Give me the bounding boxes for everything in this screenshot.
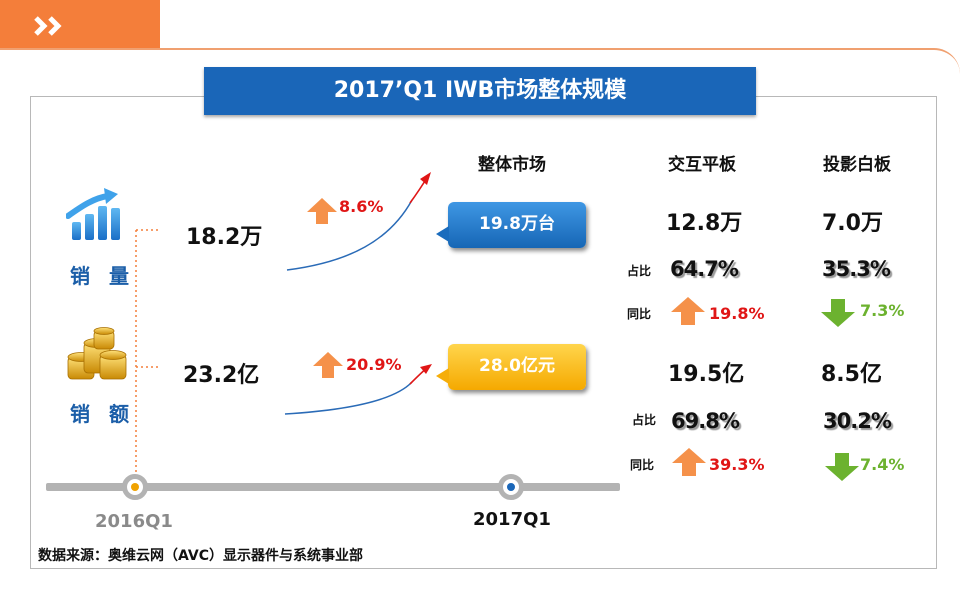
interactive-panel-amount-yoy: 39.3% (709, 455, 765, 474)
timeline-end-label: 2017Q1 (473, 509, 551, 530)
callout-pointer (436, 226, 449, 242)
yoy-label: 同比 (630, 458, 655, 472)
projection-board-amount-share: 30.2% (823, 409, 892, 433)
timeline-node-start (122, 474, 148, 500)
timeline-node-end (498, 474, 524, 500)
overall-amount-callout: 28.0亿元 (436, 344, 586, 390)
projection-board-volume-yoy: 7.3% (860, 301, 905, 320)
gold-coins-icon (67, 327, 127, 380)
up-arrow-icon (313, 352, 343, 378)
down-arrow-icon (825, 453, 859, 481)
sales-amount-growth: 20.9% (346, 355, 402, 374)
page-title: 2017’Q1 IWB市场整体规模 (204, 67, 756, 115)
double-chevron-icon (34, 16, 62, 36)
callout-pointer (436, 368, 449, 384)
overall-volume-callout: 19.8万台 (436, 202, 586, 248)
share-label: 占比 (627, 264, 652, 278)
down-arrow-icon (821, 299, 855, 327)
projection-board-amount: 8.5亿 (821, 362, 882, 387)
interactive-panel-volume-share: 64.7% (670, 257, 739, 281)
up-arrow-icon (671, 297, 705, 325)
up-arrow-icon (307, 198, 337, 224)
header-tab (0, 0, 160, 48)
bar-chart-icon (66, 188, 120, 240)
projection-board-volume: 7.0万 (822, 211, 883, 236)
interactive-panel-volume: 12.8万 (666, 211, 743, 236)
interactive-panel-amount: 19.5亿 (668, 362, 745, 387)
up-arrow-icon (672, 448, 706, 476)
overall-market-heading: 整体市场 (478, 155, 546, 175)
timeline-start-label: 2016Q1 (95, 511, 173, 532)
timeline-bar (46, 483, 620, 491)
yoy-label: 同比 (627, 307, 652, 321)
interactive-panel-heading: 交互平板 (668, 155, 736, 175)
interactive-panel-amount-share: 69.8% (671, 409, 740, 433)
overall-amount-value: 28.0亿元 (479, 356, 555, 376)
sales-volume-growth: 8.6% (339, 197, 384, 216)
share-label: 占比 (632, 413, 657, 427)
sales-amount-2016-value: 23.2亿 (183, 363, 260, 388)
sales-amount-label: 销 额 (70, 402, 135, 426)
sales-volume-label: 销 量 (70, 264, 135, 288)
data-source-note: 数据来源：奥维云网（AVC）显示器件与系统事业部 (38, 548, 363, 564)
sales-volume-2016-value: 18.2万 (186, 225, 263, 250)
interactive-panel-volume-yoy: 19.8% (709, 304, 765, 323)
projection-board-volume-share: 35.3% (822, 257, 891, 281)
projection-board-heading: 投影白板 (823, 155, 891, 175)
overall-volume-value: 19.8万台 (479, 214, 555, 234)
projection-board-amount-yoy: 7.4% (860, 455, 905, 474)
